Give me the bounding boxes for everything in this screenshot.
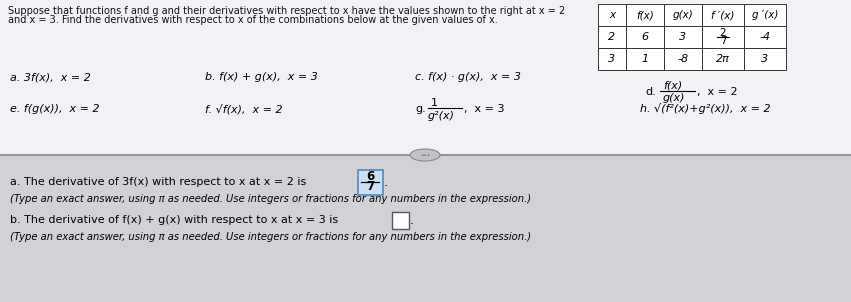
Text: g(x): g(x): [663, 93, 686, 103]
Text: e. f(g(x)),  x = 2: e. f(g(x)), x = 2: [10, 104, 100, 114]
Text: b. The derivative of f(x) + g(x) with respect to x at x = 3 is: b. The derivative of f(x) + g(x) with re…: [10, 215, 338, 225]
Text: ,  x = 2: , x = 2: [697, 87, 738, 97]
Bar: [0, 155, 851, 302]
FancyBboxPatch shape: [357, 169, 382, 194]
Bar: [744, 26, 786, 48]
Text: 1: 1: [431, 98, 438, 108]
Text: a. 3f(x),  x = 2: a. 3f(x), x = 2: [10, 72, 91, 82]
Text: Suppose that functions f and g and their derivatives with respect to x have the : Suppose that functions f and g and their…: [8, 6, 565, 16]
Text: 7: 7: [720, 36, 726, 46]
Text: g.: g.: [415, 104, 426, 114]
Bar: [598, 26, 626, 48]
Text: d.: d.: [645, 87, 656, 97]
Bar: [626, 48, 664, 70]
Text: (Type an exact answer, using π as needed. Use integers or fractions for any numb: (Type an exact answer, using π as needed…: [10, 232, 531, 242]
Text: •••: •••: [420, 153, 430, 158]
Ellipse shape: [410, 149, 440, 161]
Bar: [598, 48, 626, 70]
Text: b. f(x) + g(x),  x = 3: b. f(x) + g(x), x = 3: [205, 72, 318, 82]
Text: g²(x): g²(x): [428, 111, 455, 121]
Text: a. The derivative of 3f(x) with respect to x at x = 2 is: a. The derivative of 3f(x) with respect …: [10, 177, 306, 187]
Text: -8: -8: [677, 54, 688, 64]
Text: and x = 3. Find the derivatives with respect to x of the combinations below at t: and x = 3. Find the derivatives with res…: [8, 15, 498, 25]
Text: f ′(x): f ′(x): [711, 10, 734, 20]
Text: 3: 3: [608, 54, 615, 64]
Bar: [0, 0, 851, 155]
Text: 6: 6: [366, 171, 374, 184]
Text: 2π: 2π: [716, 54, 730, 64]
Text: (Type an exact answer, using π as needed. Use integers or fractions for any numb: (Type an exact answer, using π as needed…: [10, 194, 531, 204]
Text: f. √f(x),  x = 2: f. √f(x), x = 2: [205, 104, 283, 114]
Bar: [598, 4, 626, 26]
Text: -4: -4: [759, 32, 770, 42]
Text: x: x: [609, 10, 615, 20]
Text: 2: 2: [720, 28, 726, 38]
Bar: [664, 4, 702, 26]
Text: f(x): f(x): [663, 81, 683, 91]
Text: c. f(x) · g(x),  x = 3: c. f(x) · g(x), x = 3: [415, 72, 521, 82]
Bar: [664, 26, 702, 48]
Text: 7: 7: [366, 181, 374, 194]
Text: 2: 2: [608, 32, 615, 42]
FancyBboxPatch shape: [391, 211, 408, 229]
Text: 3: 3: [762, 54, 768, 64]
Text: g ′(x): g ′(x): [751, 10, 778, 20]
Bar: [664, 48, 702, 70]
Text: ,  x = 3: , x = 3: [464, 104, 505, 114]
Bar: [626, 26, 664, 48]
Text: 3: 3: [679, 32, 687, 42]
Text: .: .: [384, 175, 388, 188]
Text: 6: 6: [642, 32, 648, 42]
Bar: [702, 4, 744, 26]
Bar: [626, 4, 664, 26]
Bar: [744, 4, 786, 26]
Bar: [702, 26, 744, 48]
Text: f(x): f(x): [637, 10, 654, 20]
Text: 1: 1: [642, 54, 648, 64]
Text: .: .: [410, 214, 414, 226]
Bar: [0, 0, 851, 155]
Bar: [744, 48, 786, 70]
Text: g(x): g(x): [672, 10, 694, 20]
Text: h. √(f²(x)+g²(x)),  x = 2: h. √(f²(x)+g²(x)), x = 2: [640, 104, 771, 114]
Bar: [702, 48, 744, 70]
